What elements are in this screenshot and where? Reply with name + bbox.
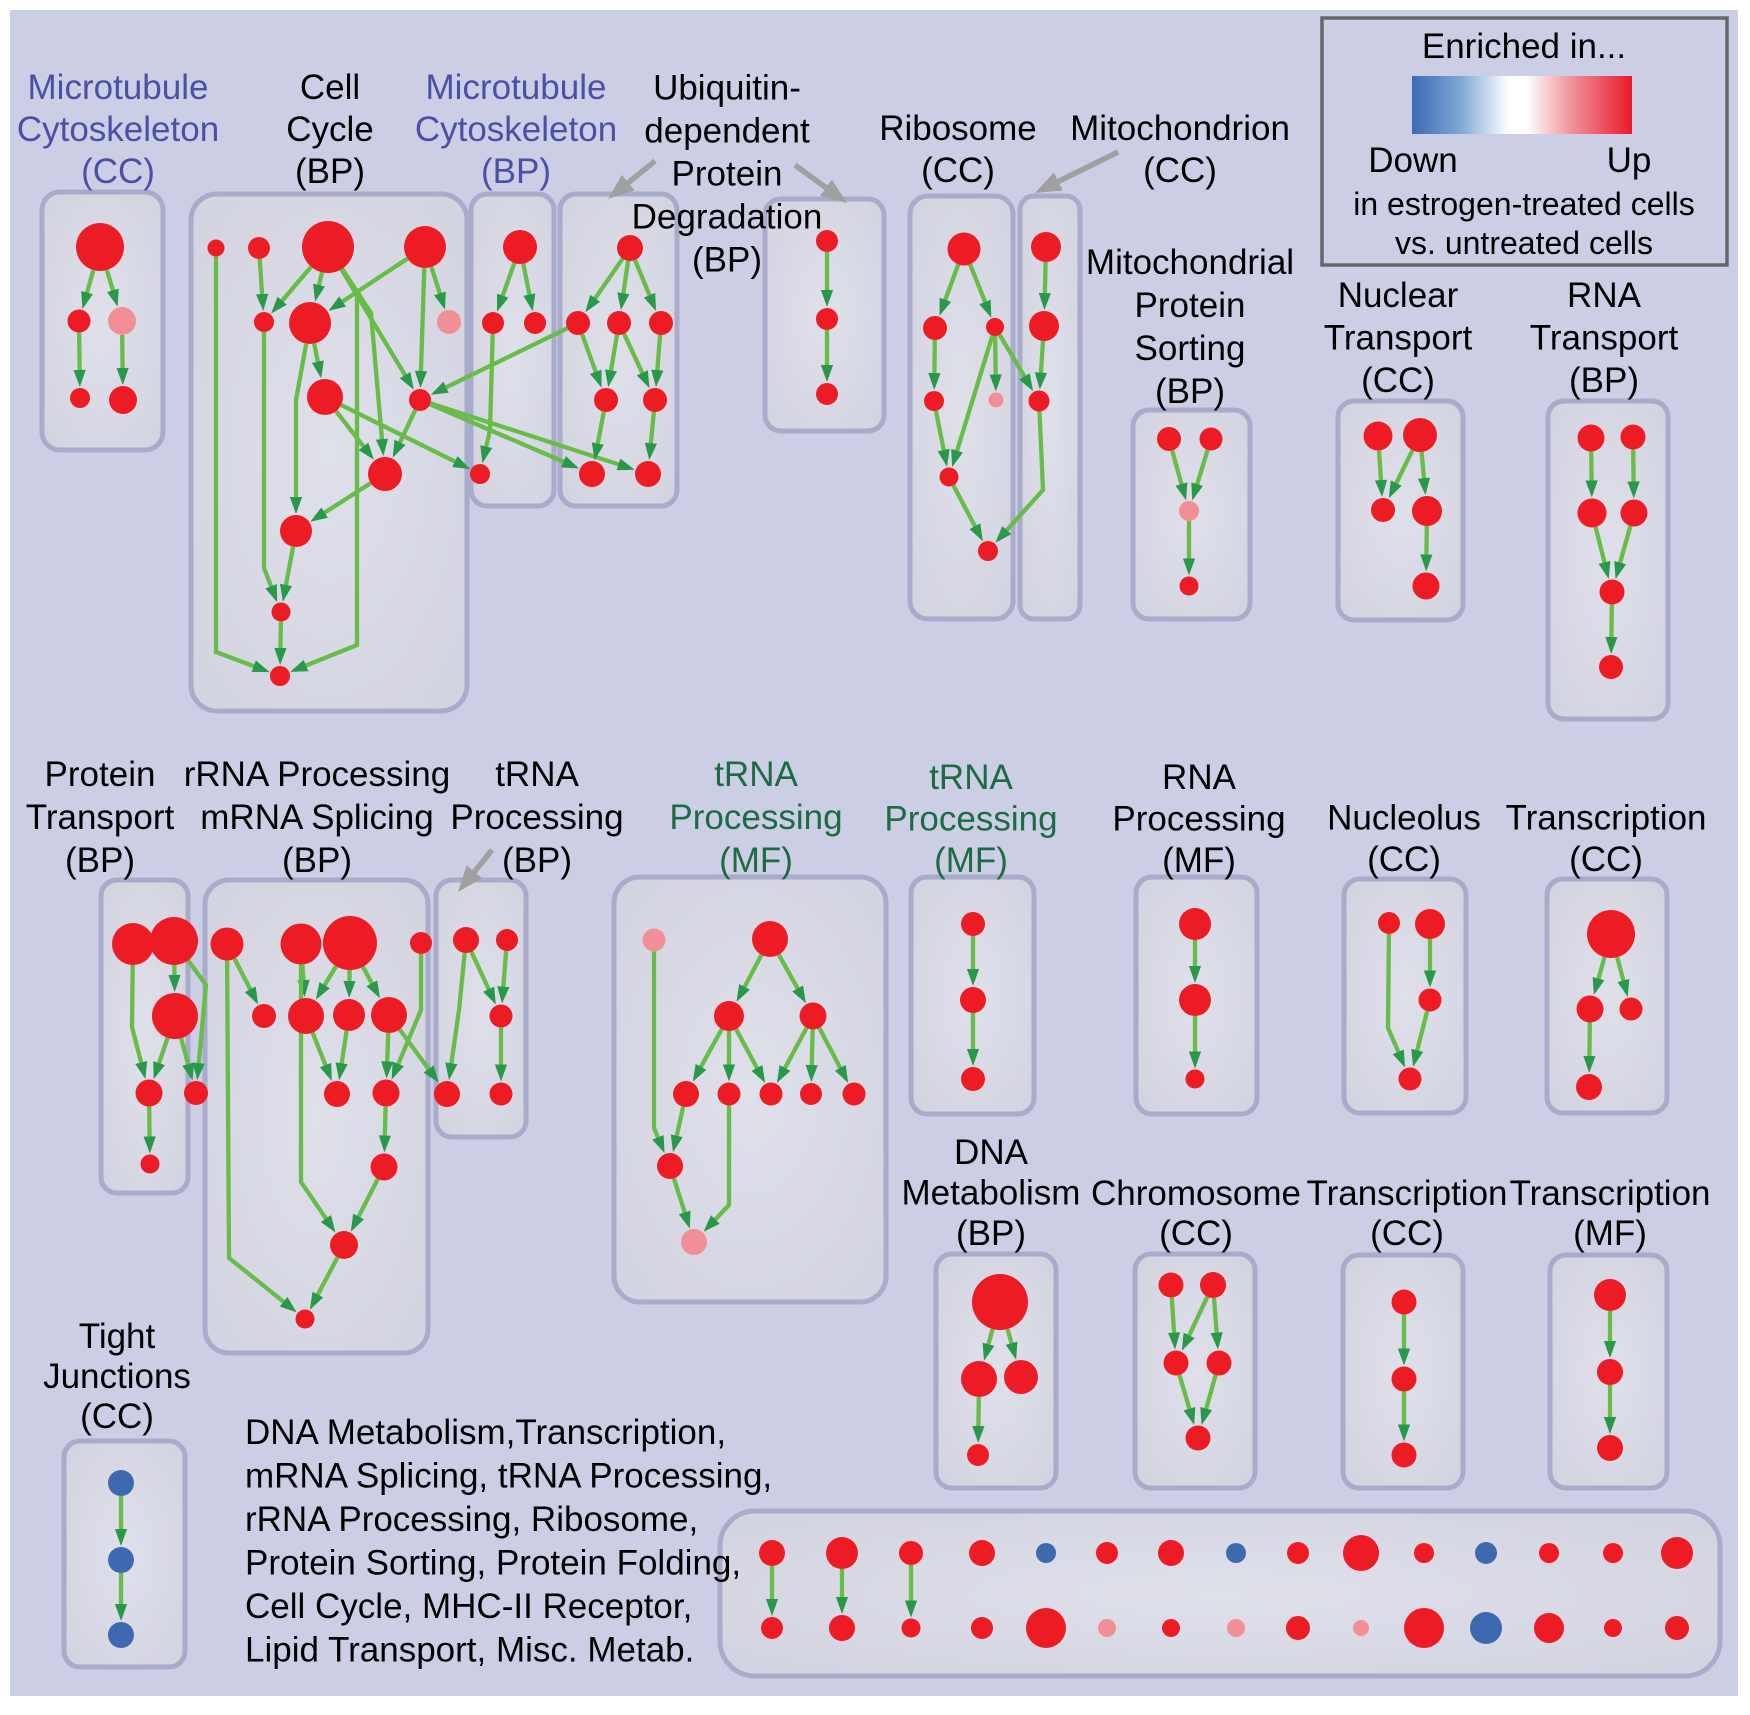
svg-text:Microtubule: Microtubule [28,68,209,107]
svg-text:in estrogen-treated cells: in estrogen-treated cells [1353,186,1695,222]
svg-text:dependent: dependent [644,112,810,151]
svg-text:(CC): (CC) [921,151,995,190]
svg-text:Nuclear: Nuclear [1338,276,1459,315]
svg-text:DNA Metabolism,Transcription,: DNA Metabolism,Transcription, [245,1413,726,1452]
svg-text:(BP): (BP) [502,841,572,880]
svg-text:Junctions: Junctions [43,1357,191,1396]
svg-text:mRNA Splicing, tRNA Processing: mRNA Splicing, tRNA Processing, [245,1457,772,1496]
svg-text:Degradation: Degradation [632,198,823,237]
svg-text:(CC): (CC) [1569,840,1643,879]
svg-text:Ribosome: Ribosome [879,109,1037,148]
svg-text:Cell Cycle, MHC-II Receptor,: Cell Cycle, MHC-II Receptor, [245,1587,692,1626]
svg-text:Microtubule: Microtubule [426,68,607,107]
svg-text:Cell: Cell [300,68,360,107]
svg-text:(CC): (CC) [80,1397,154,1436]
svg-text:(MF): (MF) [719,841,793,880]
svg-text:Protein: Protein [45,755,156,794]
svg-text:mRNA Splicing: mRNA Splicing [200,798,433,837]
svg-text:Metabolism: Metabolism [902,1174,1081,1213]
svg-text:RNA: RNA [1162,758,1237,797]
svg-text:Cycle: Cycle [286,110,374,149]
svg-text:(BP): (BP) [295,152,365,191]
svg-text:RNA: RNA [1567,276,1642,315]
svg-text:Mitochondrion: Mitochondrion [1070,109,1290,148]
svg-text:Transport: Transport [26,798,175,837]
svg-text:Transport: Transport [1530,319,1679,358]
svg-text:Transport: Transport [1324,319,1473,358]
svg-text:(BP): (BP) [692,241,762,280]
svg-text:rRNA Processing, Ribosome,: rRNA Processing, Ribosome, [245,1500,698,1539]
svg-text:Sorting: Sorting [1135,329,1246,368]
svg-text:Nucleolus: Nucleolus [1327,799,1481,838]
svg-text:Processing: Processing [669,798,842,837]
svg-text:Enriched in...: Enriched in... [1422,27,1626,66]
svg-text:Up: Up [1607,141,1652,180]
svg-text:Ubiquitin-: Ubiquitin- [653,69,801,108]
svg-text:Protein: Protein [1135,286,1246,325]
svg-text:rRNA Processing: rRNA Processing [184,755,450,794]
svg-text:Lipid Transport, Misc. Metab.: Lipid Transport, Misc. Metab. [245,1631,694,1670]
svg-text:(CC): (CC) [1159,1214,1233,1253]
svg-text:Transcription: Transcription [1510,1174,1711,1213]
svg-text:(BP): (BP) [481,152,551,191]
svg-text:(CC): (CC) [1367,840,1441,879]
svg-text:Transcription: Transcription [1307,1174,1508,1213]
svg-text:vs. untreated cells: vs. untreated cells [1395,225,1653,261]
svg-text:Down: Down [1368,141,1457,180]
svg-text:(CC): (CC) [1370,1214,1444,1253]
svg-text:(BP): (BP) [282,841,352,880]
svg-text:Tight: Tight [79,1317,156,1356]
svg-text:(MF): (MF) [934,841,1008,880]
svg-text:tRNA: tRNA [495,755,579,794]
svg-text:Processing: Processing [1112,800,1285,839]
svg-text:(MF): (MF) [1573,1214,1647,1253]
svg-text:(BP): (BP) [65,841,135,880]
svg-text:Mitochondrial: Mitochondrial [1086,243,1294,282]
svg-text:(BP): (BP) [956,1214,1026,1253]
svg-text:(BP): (BP) [1155,372,1225,411]
svg-text:(CC): (CC) [1361,361,1435,400]
svg-text:(BP): (BP) [1569,361,1639,400]
svg-text:Cytoskeleton: Cytoskeleton [17,110,219,149]
svg-text:tRNA: tRNA [929,758,1013,797]
svg-text:tRNA: tRNA [714,755,798,794]
svg-text:Chromosome: Chromosome [1091,1174,1301,1213]
svg-text:(CC): (CC) [1143,151,1217,190]
svg-text:Processing: Processing [884,800,1057,839]
svg-text:Protein: Protein [672,155,783,194]
svg-text:Transcription: Transcription [1506,799,1707,838]
svg-text:Processing: Processing [450,798,623,837]
svg-text:DNA: DNA [954,1133,1029,1172]
svg-text:Protein Sorting, Protein Foldi: Protein Sorting, Protein Folding, [245,1544,741,1583]
svg-text:(MF): (MF) [1162,841,1236,880]
svg-text:Cytoskeleton: Cytoskeleton [415,110,617,149]
svg-text:(CC): (CC) [81,152,155,191]
